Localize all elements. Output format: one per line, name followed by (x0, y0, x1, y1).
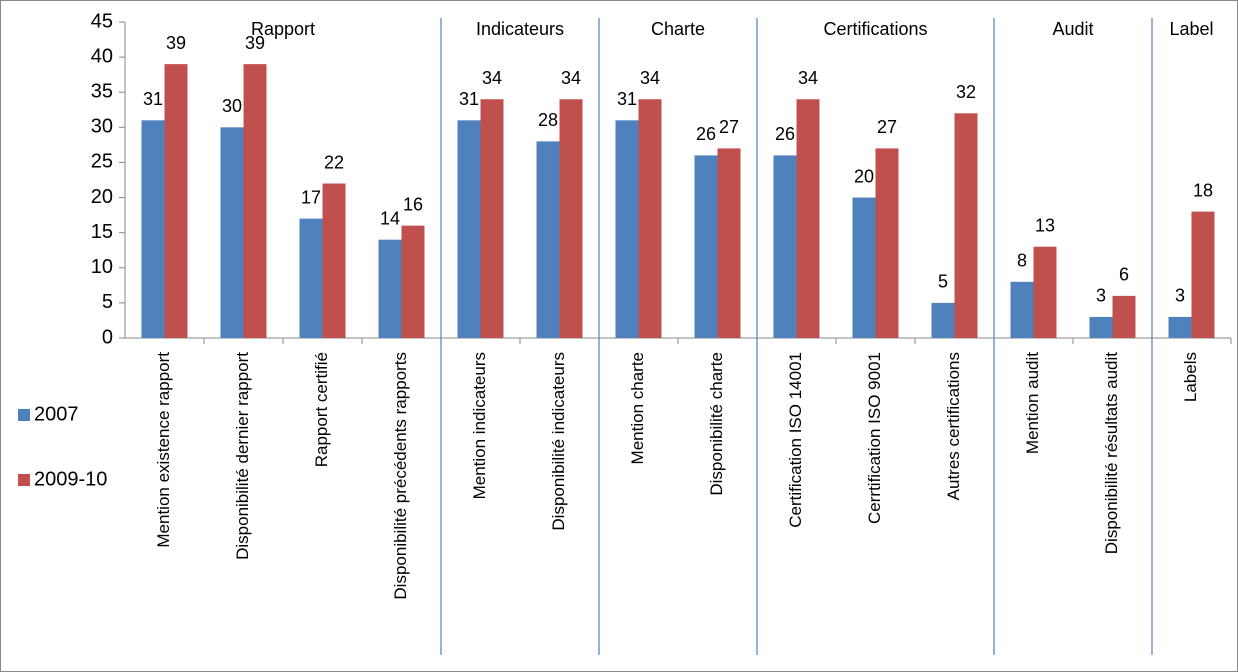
y-tick-label: 25 (91, 151, 113, 173)
y-tick-label: 15 (91, 221, 113, 243)
data-label: 5 (938, 272, 948, 292)
bar (931, 302, 955, 338)
bar (773, 155, 797, 338)
data-label: 13 (1035, 215, 1055, 235)
bar (717, 148, 741, 338)
bar (480, 99, 504, 338)
bar (1010, 281, 1034, 338)
x-tick-label: Disponibilité indicateurs (549, 352, 568, 531)
data-label: 34 (482, 68, 502, 88)
bar (536, 141, 560, 338)
data-label: 34 (640, 68, 660, 88)
y-tick-label: 0 (102, 326, 113, 348)
bar (141, 120, 165, 338)
legend-swatch (18, 474, 30, 486)
x-tick-label: Labels (1181, 352, 1200, 402)
data-label: 18 (1193, 180, 1213, 200)
y-tick-label: 20 (91, 186, 113, 208)
bar (852, 197, 876, 338)
data-label: 6 (1119, 265, 1129, 285)
data-label: 27 (877, 117, 897, 137)
data-label: 32 (956, 82, 976, 102)
x-tick-label: Autres certifications (944, 352, 963, 500)
bar (875, 148, 899, 338)
group-label: Charte (651, 19, 705, 39)
bar (1089, 316, 1113, 338)
group-label: Indicateurs (476, 19, 564, 39)
group-label: Certifications (823, 19, 927, 39)
bar (378, 239, 402, 338)
bar (299, 218, 323, 338)
data-label: 39 (245, 33, 265, 53)
data-label: 17 (301, 187, 321, 207)
y-tick-label: 10 (91, 256, 113, 278)
y-tick-label: 30 (91, 116, 113, 138)
x-tick-label: Disponibilité dernier rapport (233, 352, 252, 560)
data-label: 22 (324, 152, 344, 172)
bar (1168, 316, 1192, 338)
y-tick-label: 5 (102, 291, 113, 313)
x-tick-label: Mention charte (628, 352, 647, 464)
bar (1033, 246, 1057, 338)
x-tick-label: Mention indicateurs (470, 352, 489, 499)
y-tick-label: 40 (91, 45, 113, 67)
data-label: 30 (222, 96, 242, 116)
bar (1191, 211, 1215, 338)
x-tick-label: Certification ISO 14001 (786, 352, 805, 528)
group-label: Audit (1052, 19, 1093, 39)
bar (694, 155, 718, 338)
bar (164, 64, 188, 338)
data-label: 28 (538, 110, 558, 130)
bar (796, 99, 820, 338)
group-label: Rapport (251, 19, 315, 39)
data-label: 3 (1096, 286, 1106, 306)
data-label: 3 (1175, 286, 1185, 306)
bar (615, 120, 639, 338)
x-tick-label: Disponibilité charte (707, 352, 726, 496)
data-label: 39 (166, 33, 186, 53)
bar (220, 127, 244, 338)
data-label: 8 (1017, 251, 1027, 271)
bar (638, 99, 662, 338)
x-tick-label: Rapport certifié (312, 352, 331, 467)
y-tick-label: 45 (91, 10, 113, 32)
data-label: 31 (617, 89, 637, 109)
bar (1112, 295, 1136, 338)
data-label: 27 (719, 117, 739, 137)
data-label: 34 (798, 68, 818, 88)
x-tick-label: Disponibilité résultats audit (1102, 352, 1121, 554)
bar (559, 99, 583, 338)
bar (457, 120, 481, 338)
legend-swatch (18, 409, 30, 421)
data-label: 26 (696, 124, 716, 144)
x-tick-label: Mention existence rapport (154, 352, 173, 548)
group-label: Label (1169, 19, 1213, 39)
legend-label: 2007 (34, 403, 79, 425)
y-tick-label: 35 (91, 81, 113, 103)
legend-label: 2009-10 (34, 468, 107, 490)
bar (243, 64, 267, 338)
data-label: 31 (143, 89, 163, 109)
data-label: 16 (403, 194, 423, 214)
bar (401, 225, 425, 338)
x-tick-label: Mention audit (1023, 352, 1042, 454)
bar (954, 113, 978, 339)
data-label: 20 (854, 166, 874, 186)
x-tick-label: Cerrtification ISO 9001 (865, 352, 884, 524)
data-label: 26 (775, 124, 795, 144)
data-label: 14 (380, 208, 400, 228)
data-label: 34 (561, 68, 581, 88)
data-label: 31 (459, 89, 479, 109)
x-tick-label: Disponibilité précédents rapports (391, 352, 410, 600)
bar (322, 183, 346, 338)
